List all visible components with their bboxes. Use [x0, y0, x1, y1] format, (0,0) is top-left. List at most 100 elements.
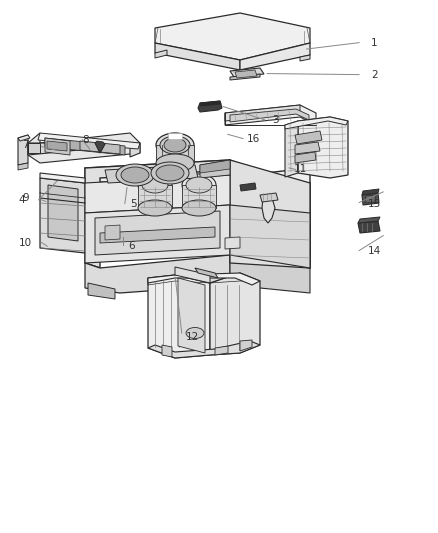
Text: 6: 6 — [128, 241, 135, 251]
Text: 4: 4 — [18, 195, 25, 205]
Polygon shape — [28, 143, 140, 157]
Polygon shape — [18, 163, 28, 170]
Text: 5: 5 — [130, 199, 137, 208]
Text: 2: 2 — [371, 70, 378, 79]
Polygon shape — [285, 117, 348, 129]
Polygon shape — [362, 189, 379, 195]
Polygon shape — [85, 160, 230, 268]
Polygon shape — [40, 178, 85, 253]
Polygon shape — [95, 211, 220, 255]
Polygon shape — [240, 43, 310, 70]
Polygon shape — [230, 175, 310, 268]
Polygon shape — [95, 141, 105, 153]
Polygon shape — [215, 346, 228, 355]
Ellipse shape — [186, 177, 212, 193]
Polygon shape — [28, 143, 40, 153]
Polygon shape — [358, 217, 380, 223]
Polygon shape — [298, 117, 348, 178]
Polygon shape — [168, 133, 182, 139]
Polygon shape — [105, 165, 198, 183]
Polygon shape — [285, 121, 298, 177]
Polygon shape — [85, 175, 230, 213]
Polygon shape — [362, 193, 379, 205]
Polygon shape — [162, 345, 172, 357]
Polygon shape — [18, 135, 28, 165]
Text: 3: 3 — [272, 115, 279, 125]
Polygon shape — [100, 227, 215, 243]
Polygon shape — [200, 160, 230, 173]
Ellipse shape — [116, 164, 154, 186]
Polygon shape — [358, 221, 380, 233]
Polygon shape — [240, 340, 252, 351]
Polygon shape — [85, 160, 310, 188]
Polygon shape — [155, 13, 310, 60]
Text: 7: 7 — [22, 140, 29, 150]
Polygon shape — [200, 160, 230, 178]
Text: 8: 8 — [82, 135, 89, 144]
Text: 14: 14 — [368, 246, 381, 255]
Polygon shape — [230, 109, 309, 122]
Polygon shape — [240, 183, 256, 191]
Polygon shape — [235, 70, 257, 78]
Ellipse shape — [121, 167, 149, 183]
Polygon shape — [182, 185, 216, 208]
Polygon shape — [47, 141, 67, 151]
Polygon shape — [80, 141, 120, 154]
Polygon shape — [18, 135, 30, 141]
Polygon shape — [210, 273, 260, 355]
Ellipse shape — [138, 200, 172, 216]
Polygon shape — [178, 278, 205, 353]
Polygon shape — [200, 101, 221, 106]
Polygon shape — [225, 105, 316, 125]
Polygon shape — [230, 160, 310, 268]
Polygon shape — [95, 143, 105, 153]
Ellipse shape — [151, 162, 189, 184]
Polygon shape — [230, 74, 260, 80]
Ellipse shape — [160, 136, 190, 154]
Polygon shape — [45, 138, 70, 155]
Polygon shape — [85, 255, 230, 293]
Ellipse shape — [182, 200, 216, 216]
Text: 16: 16 — [247, 134, 260, 143]
Polygon shape — [230, 205, 310, 268]
Polygon shape — [156, 145, 194, 163]
Polygon shape — [262, 195, 275, 223]
Polygon shape — [88, 283, 115, 299]
Polygon shape — [225, 237, 240, 249]
Text: 11: 11 — [293, 165, 307, 174]
Text: 12: 12 — [186, 332, 199, 342]
Text: 1: 1 — [371, 38, 378, 47]
Polygon shape — [148, 341, 260, 358]
Polygon shape — [230, 68, 264, 77]
Polygon shape — [148, 273, 260, 285]
Polygon shape — [155, 50, 167, 58]
Text: 15: 15 — [368, 199, 381, 208]
Polygon shape — [85, 205, 230, 263]
Polygon shape — [105, 225, 120, 240]
Polygon shape — [295, 142, 320, 154]
Ellipse shape — [182, 174, 216, 196]
Polygon shape — [175, 267, 210, 283]
Ellipse shape — [156, 165, 184, 181]
Polygon shape — [225, 105, 300, 121]
Ellipse shape — [138, 174, 172, 196]
Polygon shape — [45, 138, 125, 155]
Polygon shape — [295, 152, 316, 163]
Text: 9: 9 — [22, 193, 29, 203]
Polygon shape — [38, 133, 140, 149]
Polygon shape — [148, 275, 210, 358]
Polygon shape — [365, 195, 376, 203]
Polygon shape — [155, 43, 240, 70]
Polygon shape — [48, 185, 78, 241]
Text: 10: 10 — [19, 238, 32, 247]
Polygon shape — [195, 268, 218, 278]
Polygon shape — [138, 185, 172, 208]
Polygon shape — [260, 193, 278, 202]
Ellipse shape — [186, 327, 204, 338]
Polygon shape — [40, 173, 85, 183]
Ellipse shape — [164, 138, 186, 152]
Polygon shape — [28, 133, 140, 163]
Polygon shape — [295, 131, 322, 144]
Polygon shape — [198, 101, 222, 112]
Polygon shape — [300, 55, 310, 61]
